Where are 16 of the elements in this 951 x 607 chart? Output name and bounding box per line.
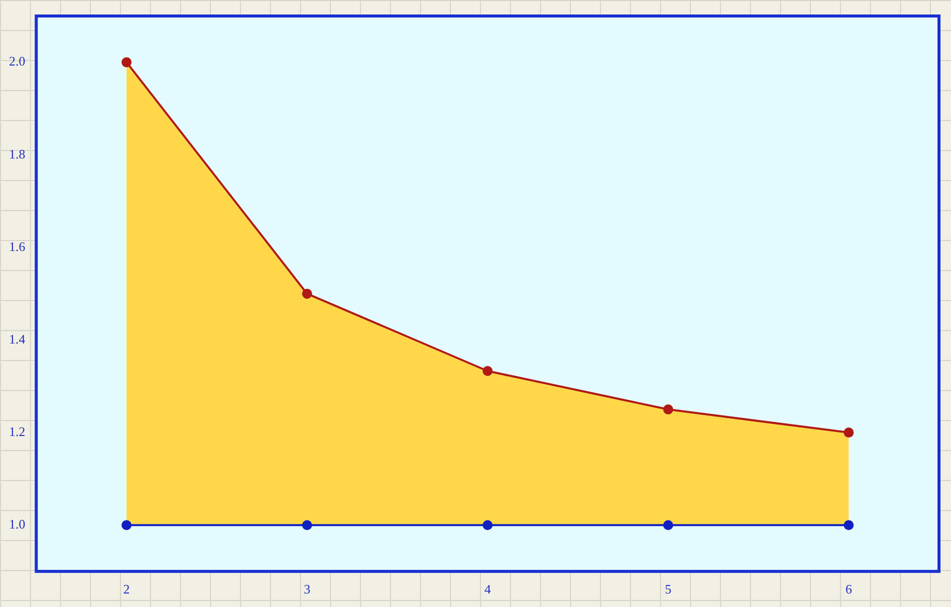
- y-tick-label: 1.4: [9, 331, 26, 346]
- y-tick-label: 1.2: [9, 424, 26, 439]
- y-tick-label: 1.6: [9, 238, 26, 254]
- y-tick-label: 1.8: [9, 146, 26, 162]
- point: [302, 520, 312, 530]
- x-tick-label: 6: [845, 582, 852, 597]
- x-tick-label: 4: [484, 582, 492, 597]
- point: [844, 520, 854, 530]
- point: [663, 520, 674, 530]
- point: [482, 520, 493, 530]
- y-tick-label: 2.0: [9, 54, 26, 69]
- x-tick-label: 2: [123, 582, 130, 597]
- x-tick-label: 5: [664, 582, 672, 597]
- point: [122, 520, 132, 530]
- y-tick-label: 1.0: [9, 516, 26, 532]
- x-tick-label: 3: [304, 582, 310, 597]
